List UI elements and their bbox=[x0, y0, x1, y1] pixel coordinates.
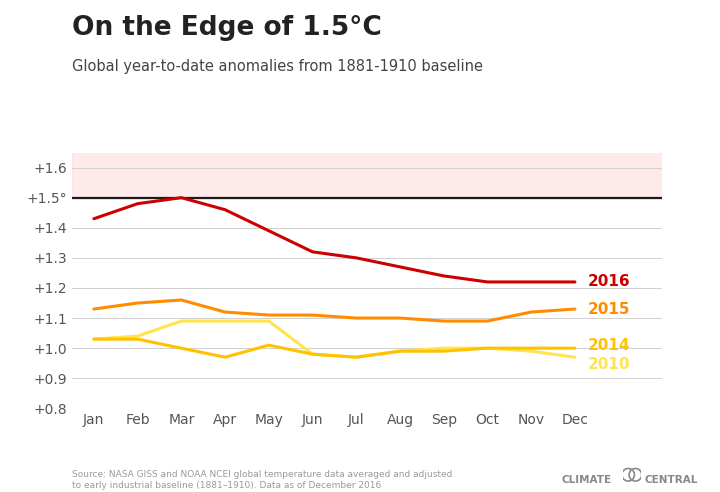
Text: CENTRAL: CENTRAL bbox=[644, 475, 698, 485]
Text: CLIMATE: CLIMATE bbox=[562, 475, 612, 485]
Bar bbox=[72, 137, 662, 198]
Text: 2015: 2015 bbox=[588, 302, 631, 316]
Text: Global year-to-date anomalies from 1881-1910 baseline: Global year-to-date anomalies from 1881-… bbox=[72, 59, 483, 74]
Text: 2016: 2016 bbox=[588, 275, 631, 289]
Text: 2010: 2010 bbox=[588, 357, 631, 372]
Text: 2014: 2014 bbox=[588, 338, 631, 353]
Text: Source: NASA GISS and NOAA NCEI global temperature data averaged and adjusted
to: Source: NASA GISS and NOAA NCEI global t… bbox=[72, 470, 452, 490]
Text: On the Edge of 1.5°C: On the Edge of 1.5°C bbox=[72, 15, 382, 41]
